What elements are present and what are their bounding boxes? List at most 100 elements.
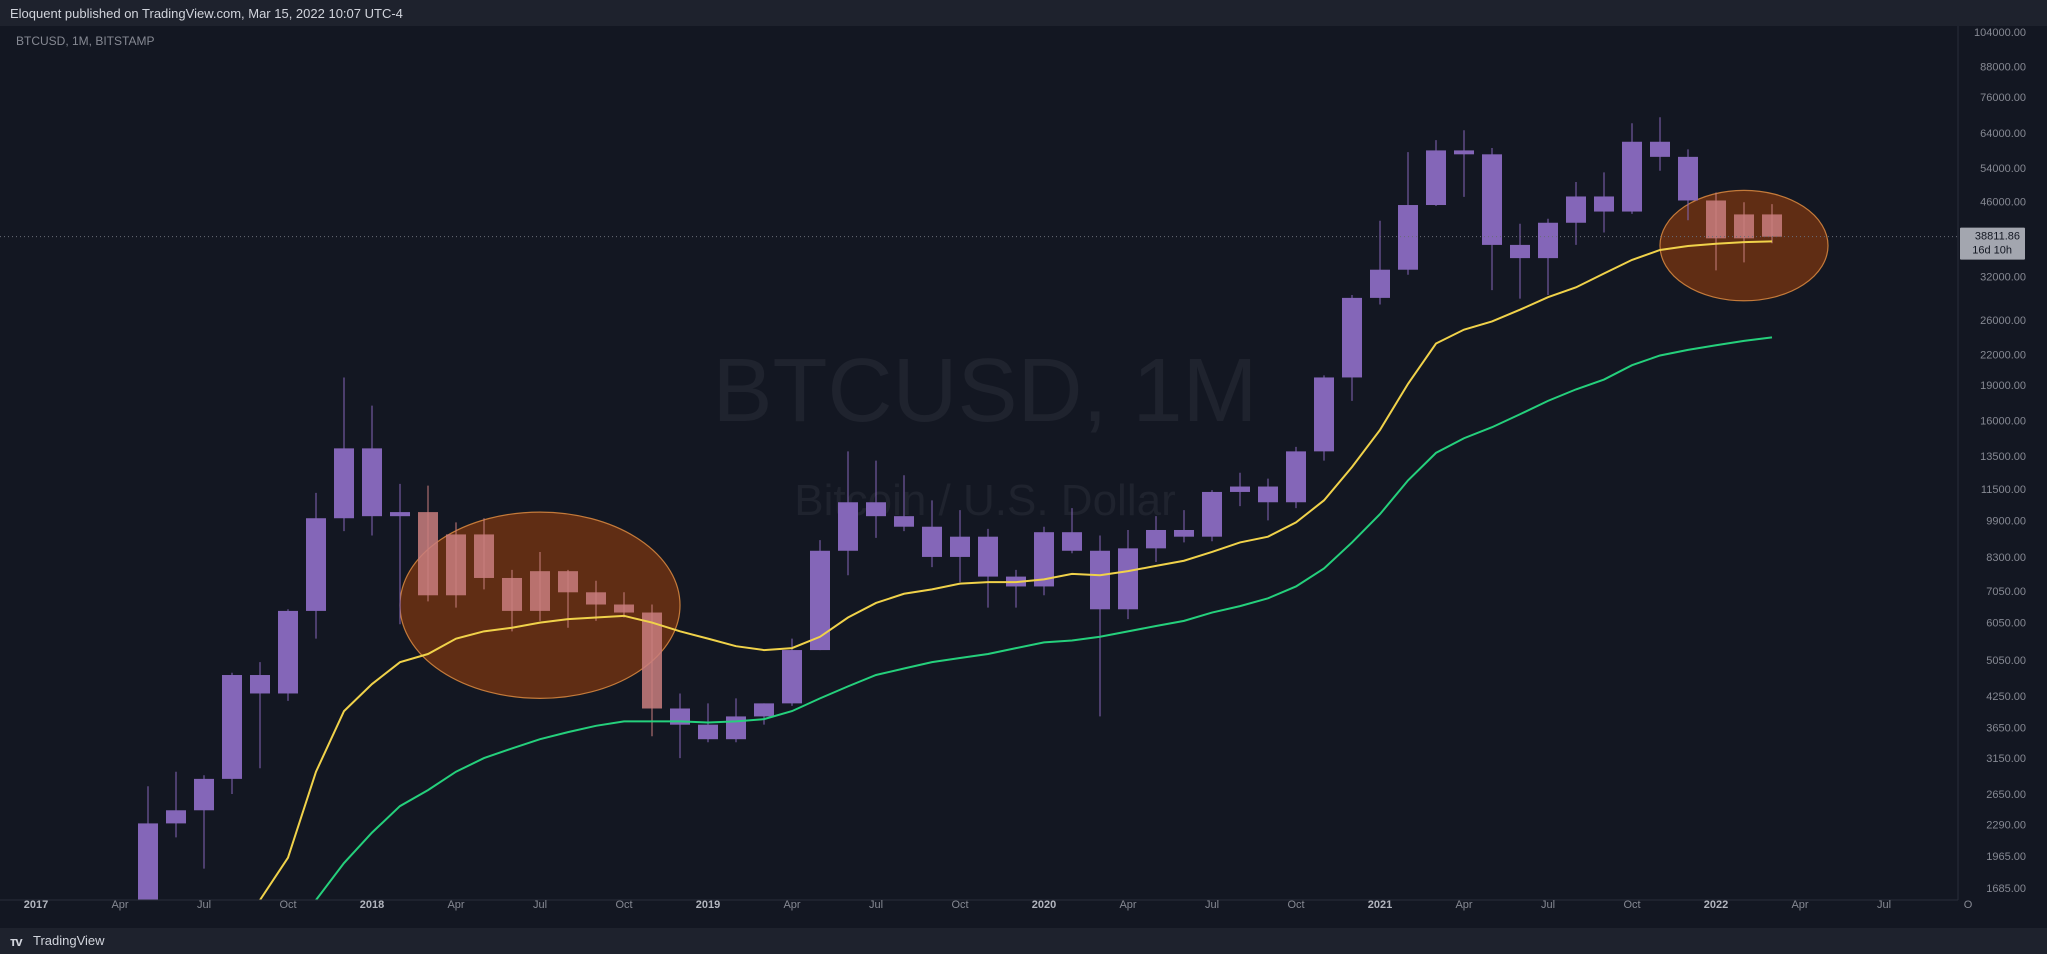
candle-body	[1286, 451, 1306, 503]
price-tick-label: 3650.00	[1986, 723, 2026, 735]
candle	[1538, 218, 1558, 296]
candle-body	[978, 536, 998, 577]
candle	[1118, 529, 1138, 620]
candle-body	[278, 610, 298, 694]
candle-body	[1510, 244, 1530, 259]
time-tick-label: Apr	[1791, 899, 1808, 911]
time-tick-label: 2019	[696, 899, 720, 911]
price-tick-label: 4250.00	[1986, 691, 2026, 703]
time-axis[interactable]: 2017 Apr Jul Oct 2018 Apr Jul Oct 2019 Apr Jul Oct 2…	[24, 899, 1973, 911]
candle-body	[1762, 214, 1782, 237]
candle	[1202, 490, 1222, 542]
candle	[166, 771, 186, 838]
price-tick-label: 26000.00	[1980, 315, 2026, 327]
price-tick-label: 2290.00	[1986, 819, 2026, 831]
time-tick-label: 2017	[24, 899, 48, 911]
candle-body	[306, 518, 326, 611]
footer-brand[interactable]: TradingView	[33, 933, 105, 948]
price-tick-label: 54000.00	[1980, 163, 2026, 175]
price-axis[interactable]: 104000.00 88000.00 76000.00 64000.00 54000.0…	[1974, 27, 2026, 895]
candle-body	[250, 675, 270, 694]
candle-body	[1062, 532, 1082, 551]
candle-body	[1370, 269, 1390, 298]
time-tick-label: Jul	[533, 899, 547, 911]
current-price-label: 38811.86	[1975, 231, 2020, 243]
price-tick-label: 2650.00	[1986, 789, 2026, 801]
symbol-label: BTCUSD, 1M, BITSTAMP	[16, 34, 154, 48]
candle-body	[642, 612, 662, 709]
price-tick-label: 16000.00	[1980, 416, 2026, 428]
candle-body	[502, 577, 522, 611]
candle-body	[586, 592, 606, 605]
candle-body	[334, 448, 354, 519]
chart-area[interactable]: BTCUSD, 1M Bitcoin / U.S. Dollar 104000.…	[0, 26, 2047, 928]
candle-body	[1594, 196, 1614, 212]
candle-body	[1454, 150, 1474, 155]
price-tick-label: 5050.00	[1986, 655, 2026, 667]
candle	[278, 609, 298, 701]
candle-body	[922, 526, 942, 557]
candle	[1174, 510, 1194, 543]
candle	[1706, 192, 1726, 271]
price-tick-label: 3150.00	[1986, 753, 2026, 765]
moving-average-line	[259, 240, 1773, 901]
candle	[810, 540, 830, 651]
candle-body	[838, 502, 858, 551]
candle	[1286, 446, 1306, 509]
time-tick-label: 2020	[1032, 899, 1056, 911]
candle-body	[1174, 529, 1194, 537]
candle-body	[1202, 491, 1222, 537]
candle	[222, 672, 242, 794]
time-tick-label: Jul	[1205, 899, 1219, 911]
candle-body	[390, 512, 410, 517]
tradingview-logo-icon[interactable]: ᴛᴠ	[10, 934, 23, 949]
candle	[1370, 220, 1390, 305]
candle	[1454, 130, 1474, 197]
candle	[838, 451, 858, 576]
candle	[1734, 202, 1754, 263]
candle	[474, 518, 494, 590]
time-tick-label: Oct	[951, 899, 968, 911]
moving-average-line	[315, 336, 1773, 901]
price-tick-label: 7050.00	[1986, 586, 2026, 598]
candle	[1258, 478, 1278, 521]
candle	[950, 510, 970, 583]
candle	[586, 580, 606, 621]
time-tick-label: Oct	[279, 899, 296, 911]
candle-body	[1230, 486, 1250, 492]
candle-body	[894, 516, 914, 527]
candle-body	[138, 823, 158, 900]
time-tick-label: 2021	[1368, 899, 1392, 911]
price-tick-label: 19000.00	[1980, 380, 2026, 392]
price-tick-label: 9900.00	[1986, 515, 2026, 527]
candle-body	[1538, 222, 1558, 259]
candle-body	[1398, 205, 1418, 270]
candle-body	[1482, 154, 1502, 245]
time-tick-label: 2022	[1704, 899, 1728, 911]
candle-body	[698, 724, 718, 740]
time-tick-label: Apr	[111, 899, 128, 911]
candle-body	[1314, 377, 1334, 452]
candle-body	[782, 650, 802, 704]
price-tick-label: 64000.00	[1980, 128, 2026, 140]
candle-body	[1706, 200, 1726, 239]
candle	[754, 703, 774, 725]
time-tick-label: Jul	[1877, 899, 1891, 911]
price-tick-label: 32000.00	[1980, 272, 2026, 284]
candle-body	[1566, 196, 1586, 223]
candle-body	[1426, 150, 1446, 206]
candle	[1566, 181, 1586, 245]
time-tick-label: Jul	[869, 899, 883, 911]
candle	[194, 775, 214, 869]
candle	[1482, 147, 1502, 291]
candle-body	[558, 571, 578, 593]
watermark-title: BTCUSD, 1M	[712, 341, 1257, 441]
candle	[1622, 123, 1642, 214]
candle	[782, 638, 802, 706]
time-tick-label: 2018	[360, 899, 384, 911]
candle	[390, 483, 410, 625]
candle	[1090, 535, 1110, 717]
publish-info-bar: Eloquent published on TradingView.com, M…	[0, 0, 2047, 26]
candle-body	[614, 604, 634, 613]
candle	[1146, 516, 1166, 562]
